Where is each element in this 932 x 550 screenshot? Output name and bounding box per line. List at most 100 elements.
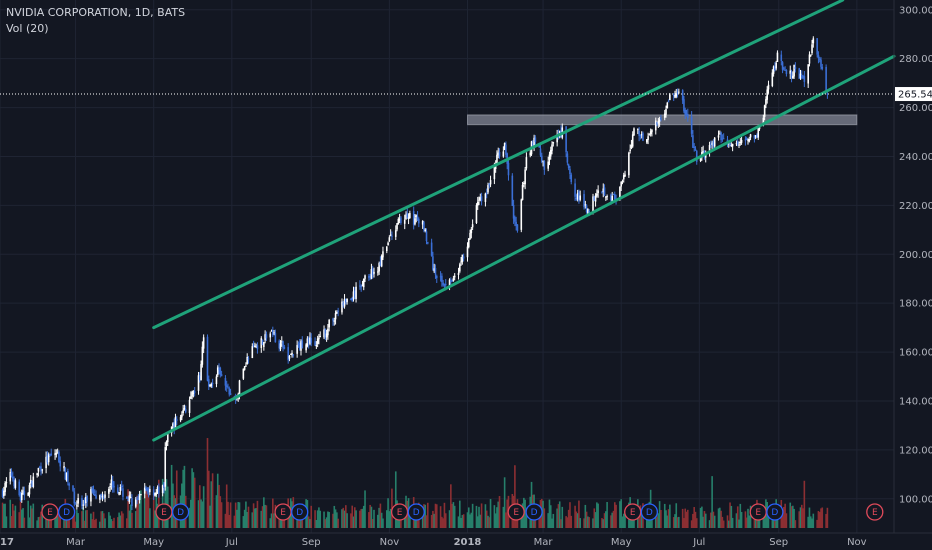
candle-body <box>439 276 442 278</box>
volume-bar <box>118 512 120 528</box>
time-axis[interactable]: 2017 Mar May Jul Sep Nov 2018 Mar May Jul Sep Nov <box>0 537 867 548</box>
earnings-event-marker[interactable]: E <box>41 503 59 521</box>
candle-body <box>346 298 348 303</box>
dividend-event-marker[interactable]: D <box>57 503 76 521</box>
candle-body <box>274 333 277 343</box>
dividend-event-marker[interactable]: D <box>171 503 190 521</box>
channel-lines[interactable] <box>152 0 896 442</box>
volume-indicator-title[interactable]: Vol (20) <box>6 22 49 35</box>
volume-bar <box>451 503 453 528</box>
candle-body <box>83 502 86 504</box>
candle-body <box>633 128 635 136</box>
volume-bar <box>243 509 246 528</box>
candle-body <box>9 472 12 482</box>
candle-body <box>145 487 147 489</box>
volume-bar <box>478 506 480 528</box>
volume-bar <box>442 518 444 528</box>
candle-body <box>119 486 122 492</box>
channel-upper-line[interactable] <box>152 0 845 330</box>
earnings-event-marker[interactable]: E <box>155 503 173 521</box>
dividend-event-marker[interactable]: D <box>525 503 543 521</box>
candle-body <box>747 139 749 141</box>
candle-body <box>785 69 788 74</box>
volume-bar <box>355 510 357 528</box>
candle-body <box>423 222 425 231</box>
volume-bar <box>722 520 725 528</box>
volume-bar <box>108 512 110 528</box>
candle-body <box>36 473 38 476</box>
candle-body <box>719 133 721 135</box>
volume-bar <box>789 502 792 528</box>
earnings-event-marker[interactable]: E <box>866 503 884 521</box>
volume-bar <box>781 514 784 528</box>
volume-bar <box>686 509 689 528</box>
candle-body <box>637 129 639 131</box>
volume-bar <box>735 513 738 528</box>
earnings-event-marker[interactable]: E <box>624 503 642 521</box>
volume-bar <box>710 512 712 528</box>
volume-bar <box>421 509 424 528</box>
candle-body <box>430 242 433 256</box>
candle-body <box>362 278 365 288</box>
earnings-event-marker[interactable]: E <box>390 503 409 521</box>
dividend-event-marker[interactable]: D <box>291 503 309 521</box>
candle-body <box>540 155 543 162</box>
volume-bar <box>665 510 667 528</box>
candle-body <box>480 196 483 202</box>
earnings-event-marker[interactable]: E <box>507 503 525 521</box>
volume-bar <box>812 513 815 528</box>
dividend-event-marker[interactable]: D <box>407 503 425 521</box>
candle-body <box>229 393 232 395</box>
price-tick-label: 140.00 <box>899 396 932 407</box>
candle-body <box>352 291 355 300</box>
earnings-badge-circle <box>390 503 409 521</box>
volume-bar <box>183 465 186 528</box>
time-tick-label: Jul <box>692 537 705 548</box>
candle-body <box>485 193 488 195</box>
candle-body <box>567 164 570 169</box>
candle-body <box>243 366 246 370</box>
candle-body <box>397 219 400 225</box>
candle-body <box>612 194 615 196</box>
dividend-event-marker[interactable]: D <box>640 503 659 521</box>
volume-bar <box>793 508 795 528</box>
price-tick-label: 220.00 <box>899 201 932 212</box>
dividend-badge-label: D <box>413 508 420 518</box>
time-tick-label: May <box>611 537 632 548</box>
candle-body <box>496 154 498 164</box>
volume-bar <box>506 499 508 528</box>
volume-bar <box>496 507 498 528</box>
volume-bar <box>461 515 464 528</box>
candle-body <box>193 391 196 393</box>
volume-bar <box>31 508 33 528</box>
candle-body <box>90 489 92 502</box>
volume-bar <box>820 508 822 528</box>
volume-bar <box>261 506 264 528</box>
volume-bar <box>343 510 346 528</box>
candle-body <box>543 161 546 170</box>
candle-body <box>692 135 694 148</box>
earnings-event-marker[interactable]: E <box>274 503 292 521</box>
candle-body <box>360 286 362 288</box>
earnings-event-marker[interactable]: E <box>749 503 767 521</box>
support-band[interactable] <box>466 114 858 126</box>
candle-body <box>602 188 605 193</box>
candle-body <box>736 141 739 145</box>
volume-bar <box>674 514 676 528</box>
candle-body <box>520 199 523 230</box>
volume-bar <box>584 504 587 528</box>
volume-bar <box>382 518 384 528</box>
volume-bar <box>593 508 596 528</box>
dividend-event-marker[interactable]: D <box>766 503 784 521</box>
price-axis[interactable]: 100.00 120.00 140.00 160.00 180.00 200.00 220.… <box>899 5 932 505</box>
candle-body <box>603 187 606 196</box>
candle-body <box>502 151 505 157</box>
volume-bar <box>136 495 138 528</box>
dividend-badge-circle <box>291 503 309 521</box>
symbol-title[interactable]: NVIDIA CORPORATION, 1D, BATS <box>6 6 186 19</box>
volume-bar <box>685 511 688 528</box>
channel-lower-line[interactable] <box>152 54 896 442</box>
time-tick-label: Mar <box>534 537 554 548</box>
